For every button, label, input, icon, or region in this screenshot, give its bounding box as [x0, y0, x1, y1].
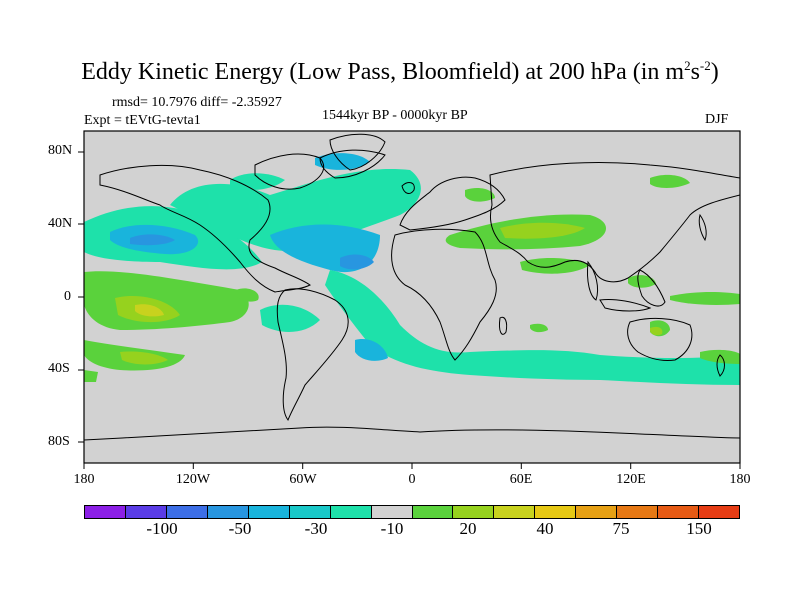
colorbar-label: 40 [536, 519, 554, 538]
colorbar-label: 150 [686, 519, 712, 538]
colorbar-segment [125, 506, 167, 518]
experiment-label: Expt = tEVtG-tevta1 [84, 113, 201, 128]
lon-tick-label: 60E [509, 472, 533, 487]
colorbar-segment [494, 506, 536, 518]
colorbar-segment [658, 506, 700, 518]
lon-tick-label: 180 [73, 472, 95, 487]
colorbar-segment [453, 506, 495, 518]
period-label: 1544kyr BP - 0000kyr BP [322, 108, 468, 123]
lon-tick-label: 120E [616, 472, 646, 487]
colorbar-segment [330, 506, 372, 518]
colorbar-label: 20 [459, 519, 477, 538]
lon-tick-label: 0 [408, 472, 416, 487]
colorbar-segment [289, 506, 331, 518]
lon-tick-label: 180 [729, 472, 751, 487]
coastlines [84, 133, 740, 441]
colorbar-segment [166, 506, 208, 518]
colorbar [84, 505, 740, 519]
lat-tick-label: 0 [64, 289, 71, 304]
colorbar-segment [248, 506, 290, 518]
colorbar-segment [412, 506, 454, 518]
s-atlantic-anomaly [325, 270, 740, 385]
colorbar-label: -100 [146, 519, 178, 538]
colorbar-segment [371, 506, 413, 518]
colorbar-segment [576, 506, 618, 518]
axis-ticks [78, 151, 741, 469]
colorbar-label: -30 [304, 519, 328, 538]
season-label: DJF [705, 112, 729, 127]
lon-tick-label: 120W [175, 472, 211, 487]
colorbar-segment [207, 506, 249, 518]
lon-tick-label: 60W [289, 472, 317, 487]
lat-tick-label: 80S [48, 434, 70, 449]
colorbar-segment [617, 506, 659, 518]
anomaly-shading [84, 153, 740, 385]
plot-title: Eddy Kinetic Energy (Low Pass, Bloomfiel… [81, 58, 719, 85]
colorbar-segment [699, 506, 739, 518]
n-atlantic-anomaly [170, 169, 421, 251]
colorbar-segment [535, 506, 577, 518]
colorbar-label: 75 [612, 519, 630, 538]
colorbar-label: -10 [380, 519, 404, 538]
colorbar-label: -50 [228, 519, 252, 538]
lat-tick-label: 80N [48, 143, 73, 158]
lat-tick-label: 40N [48, 216, 73, 231]
lat-tick-label: 40S [48, 361, 70, 376]
stats-label: rmsd= 10.7976 diff= -2.35927 [112, 95, 282, 110]
colorbar-segment [85, 506, 126, 518]
